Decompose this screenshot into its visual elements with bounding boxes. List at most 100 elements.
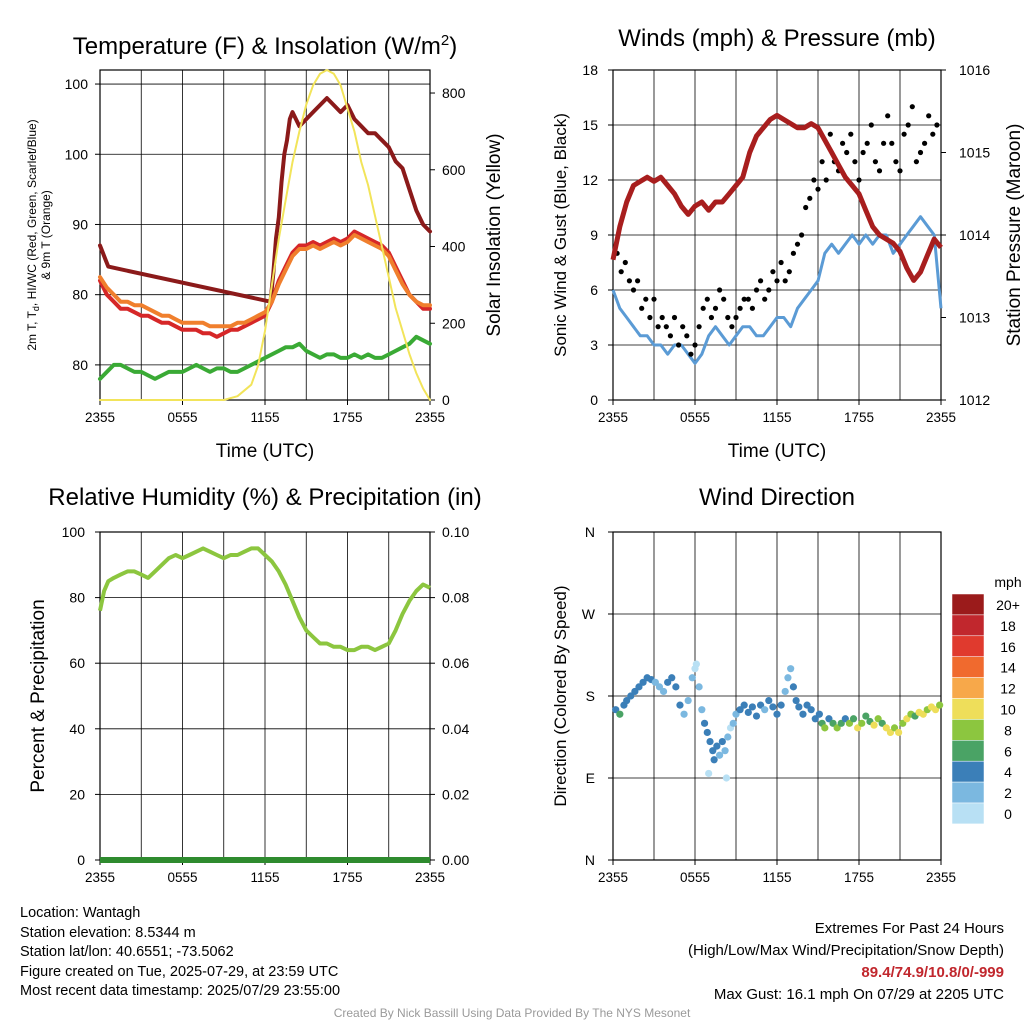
legend-label: 8: [1004, 722, 1012, 738]
direction-point: [795, 703, 803, 711]
direction-point: [705, 769, 713, 778]
y-right-tick-label: 0: [442, 392, 450, 408]
direction-point: [761, 706, 769, 714]
gust-point: [811, 177, 817, 183]
direction-point: [713, 742, 721, 750]
gust-point: [651, 296, 657, 302]
gust-point: [680, 324, 686, 330]
extremes-values: 89.4/74.9/10.8/0/-999: [861, 964, 1004, 981]
gust-point: [676, 342, 682, 348]
legend-label: 6: [1004, 743, 1012, 759]
x-tick-label: 2355: [926, 870, 956, 885]
direction-point: [858, 719, 866, 727]
direction-point: [752, 712, 761, 720]
direction-point: [692, 660, 700, 668]
x-tick-label: 2355: [85, 870, 115, 885]
gust-point: [729, 324, 735, 330]
gust-point: [926, 113, 932, 119]
y-right-tick-label: 0.04: [442, 721, 469, 737]
wind-series-0: [611, 215, 943, 365]
temperature-title: Temperature (F) & Insolation (W/m2): [73, 32, 457, 60]
gust-point: [864, 140, 870, 146]
gust-point: [790, 250, 797, 256]
direction-point: [740, 701, 748, 709]
gust-point: [639, 305, 645, 311]
y-left-tick-label: 6: [590, 282, 598, 298]
gust-point: [749, 305, 756, 311]
x-tick-label: 1155: [762, 870, 791, 885]
gust-point: [741, 296, 747, 302]
legend-swatch: [951, 698, 985, 720]
panel-title-3: Wind Direction: [699, 484, 855, 511]
gust-point: [667, 333, 674, 339]
direction-point: [688, 674, 696, 682]
x-axis-label-1: Time (UTC): [728, 441, 827, 462]
x-tick-label: 0555: [167, 870, 197, 885]
y-left-axis-label-2: & 9m T (Orange): [39, 190, 53, 280]
legend-title: mph: [994, 574, 1021, 590]
gust-point: [819, 159, 825, 165]
direction-point: [792, 696, 800, 705]
direction-point: [821, 724, 829, 732]
legend-swatch: [951, 802, 985, 825]
x-tick-label: 2355: [598, 410, 628, 425]
y-right-tick-label: 1012: [959, 392, 990, 408]
y-left-axis-label: Direction (Colored By Speed): [551, 585, 570, 806]
legend-label: 2: [1004, 785, 1012, 801]
x-tick-label: 0555: [167, 410, 197, 425]
y-left-axis-label: 2m T, Td, HI/WC (Red, Green, Scarlet/Blu…: [25, 119, 41, 350]
legend-label: 20+: [996, 597, 1020, 613]
legend-label: 14: [1000, 660, 1016, 676]
x-tick-label: 1755: [844, 410, 874, 425]
y-left-tick-label: 18: [582, 62, 598, 78]
gust-point: [721, 296, 727, 302]
gust-point: [626, 278, 633, 284]
legend-swatch: [951, 593, 985, 616]
gust-point: [860, 149, 866, 156]
gust-point: [618, 269, 624, 275]
y-left-tick-label: 0: [77, 852, 85, 868]
gust-point: [889, 140, 895, 146]
gust-point: [663, 324, 669, 330]
y-right-axis-label: Solar Insolation (Yellow): [484, 133, 505, 336]
direction-point: [668, 674, 676, 682]
humidity-series-0: [98, 546, 431, 653]
direction-point: [672, 683, 680, 691]
y-left-axis-label: Sonic Wind & Gust (Blue, Black): [551, 113, 570, 357]
gust-point: [848, 131, 854, 137]
gust-point: [893, 159, 899, 165]
gust-point: [745, 296, 751, 302]
station-info: Location: Wantagh Station elevation: 8.5…: [20, 904, 340, 1002]
gust-point: [807, 195, 813, 201]
gust-point: [762, 296, 768, 302]
gust-point: [794, 241, 801, 247]
extremes-info: Extremes For Past 24 Hours (High/Low/Max…: [688, 918, 1004, 1006]
gust-point: [688, 351, 694, 357]
gust-point: [815, 186, 821, 192]
direction-point: [765, 696, 773, 705]
legend-swatch: [951, 740, 985, 762]
credit-text: Created By Nick Bassill Using Data Provi…: [333, 1006, 691, 1020]
gust-point: [885, 113, 891, 119]
x-tick-label: 1755: [332, 870, 362, 885]
gust-point: [766, 287, 772, 293]
gust-point: [655, 324, 661, 330]
direction-point: [849, 715, 858, 723]
direction-point: [773, 710, 781, 718]
gust-point: [712, 305, 719, 311]
direction-point: [815, 710, 823, 718]
y-right-tick-label: 1014: [959, 227, 990, 243]
gust-point: [696, 324, 702, 330]
gust-point: [733, 314, 739, 321]
gust-point: [725, 314, 731, 321]
panel-title-1: Winds (mph) & Pressure (mb): [618, 25, 935, 52]
direction-point: [769, 703, 777, 711]
gust-point: [774, 278, 780, 284]
created-text: Figure created on Tue, 2025-07-29, at 23…: [20, 963, 339, 980]
legend-swatch: [951, 635, 985, 657]
direction-point: [936, 701, 944, 709]
gust-point: [770, 269, 776, 275]
y-right-tick-label: 1013: [959, 310, 990, 326]
y-right-tick-label: 400: [442, 239, 466, 255]
y-right-tick-label: 1016: [959, 62, 990, 78]
